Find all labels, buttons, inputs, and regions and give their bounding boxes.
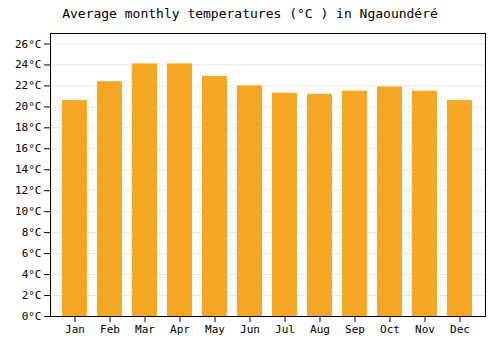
svg-text:Feb: Feb (100, 323, 120, 336)
svg-text:Apr: Apr (170, 323, 190, 336)
svg-text:6°C: 6°C (22, 247, 42, 260)
svg-text:4°C: 4°C (22, 268, 42, 281)
svg-text:Dec: Dec (450, 323, 470, 336)
svg-text:8°C: 8°C (22, 226, 42, 239)
svg-text:26°C: 26°C (15, 38, 42, 51)
svg-text:Jul: Jul (275, 323, 295, 336)
svg-text:14°C: 14°C (15, 163, 42, 176)
svg-text:18°C: 18°C (15, 121, 42, 134)
svg-text:Jan: Jan (65, 323, 85, 336)
svg-text:May: May (205, 323, 225, 336)
svg-text:Mar: Mar (135, 323, 155, 336)
html-text:Average monthly temperatures (: Average monthly temperatures (°C ) in Ng… (62, 6, 438, 21)
svg-text:16°C: 16°C (15, 142, 42, 155)
svg-text:10°C: 10°C (15, 205, 42, 218)
svg-text:Oct: Oct (380, 323, 400, 336)
svg-text:20°C: 20°C (15, 100, 42, 113)
svg-text:0°C: 0°C (22, 310, 42, 323)
svg-text:Jun: Jun (240, 323, 260, 336)
svg-text:22°C: 22°C (15, 79, 42, 92)
svg-text:12°C: 12°C (15, 184, 42, 197)
svg-text:Aug: Aug (310, 323, 330, 336)
svg-text:Sep: Sep (345, 323, 365, 336)
svg-text:24°C: 24°C (15, 58, 42, 71)
svg-text:2°C: 2°C (22, 289, 42, 302)
svg-text:Nov: Nov (415, 323, 435, 336)
